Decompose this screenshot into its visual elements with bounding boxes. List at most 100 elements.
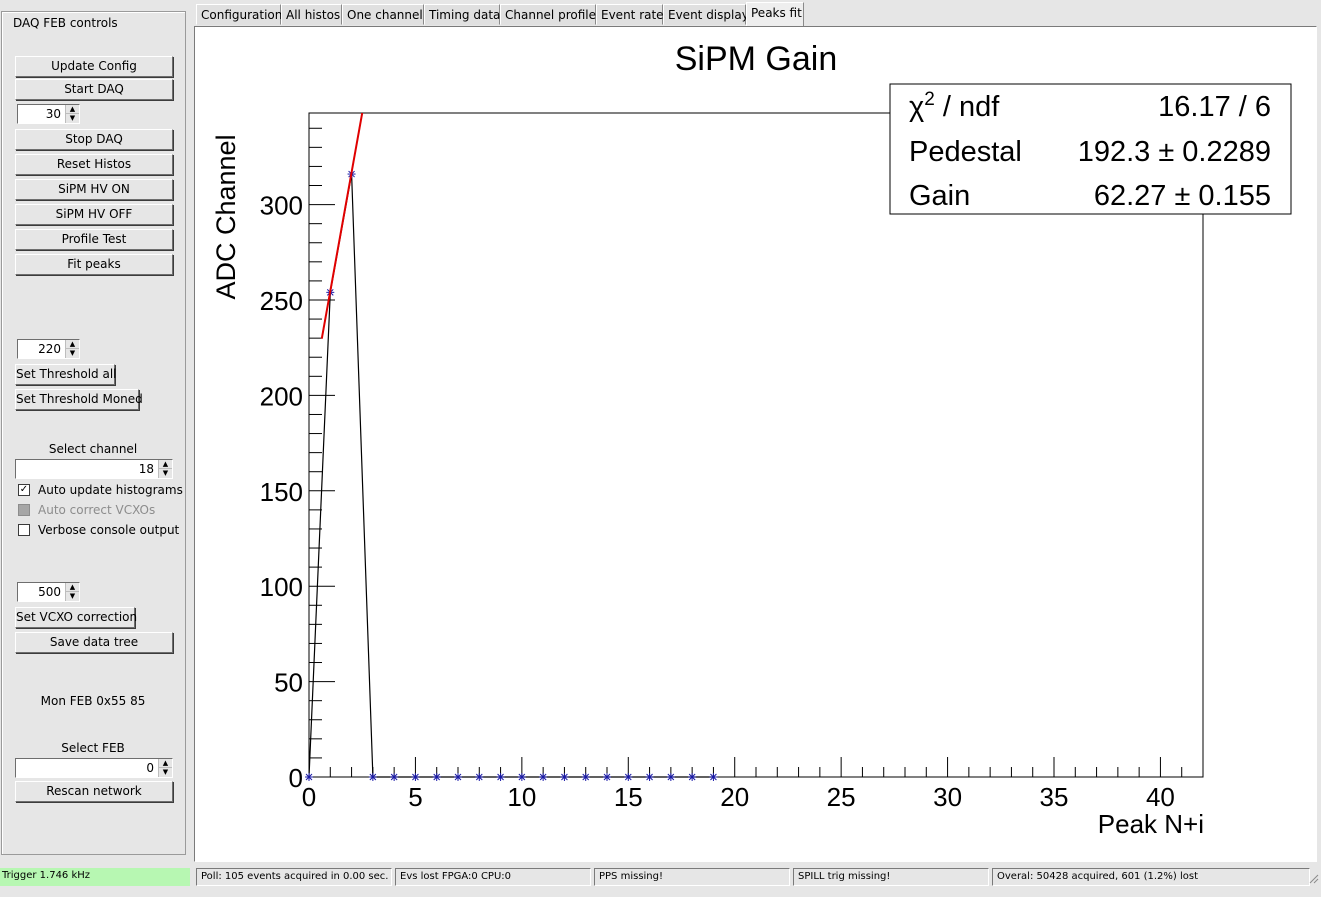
- plot-canvas-frame: SiPM Gain ADC Channel Peak N+i 0 50 100 150…: [194, 26, 1317, 862]
- stats-row-chi2-value: 16.17 / 6: [1158, 91, 1271, 123]
- data-point-marker: [411, 773, 420, 781]
- chart-title: SiPM Gain: [675, 40, 838, 78]
- set-threshold-all-button[interactable]: Set Threshold all: [15, 364, 117, 385]
- data-point-marker: [432, 773, 441, 781]
- verbose-console-output-checkbox[interactable]: Verbose console output: [18, 522, 179, 538]
- x-tick-label: 10: [507, 782, 536, 812]
- panel-title: DAQ FEB controls: [11, 16, 120, 30]
- tab-all-histos[interactable]: All histos: [281, 4, 342, 25]
- spin-down-icon[interactable]: ▼: [69, 592, 76, 600]
- status-spill: SPILL trig missing!: [793, 868, 989, 886]
- marker-stroke: [497, 773, 504, 781]
- data-series: [305, 112, 718, 781]
- spin-down-icon[interactable]: ▼: [69, 114, 76, 122]
- auto-update-histograms-checkbox[interactable]: ✓ Auto update histograms: [18, 482, 183, 498]
- spin-up-icon[interactable]: ▲: [66, 340, 79, 349]
- data-point-marker: [581, 773, 590, 781]
- select-feb-spinbox[interactable]: 0 ▲ ▼: [15, 758, 173, 778]
- threshold-value: 220: [38, 342, 61, 356]
- daq-feb-controls-panel: DAQ FEB controls: [1, 11, 186, 855]
- select-channel-spinbox[interactable]: 18 ▲ ▼: [15, 459, 173, 479]
- sipm-hv-off-button[interactable]: SiPM HV OFF: [15, 204, 173, 225]
- fit-line: [320, 112, 364, 339]
- data-point-marker: [539, 773, 548, 781]
- spin-arrows: ▲ ▼: [65, 105, 79, 123]
- rescan-network-button[interactable]: Rescan network: [15, 781, 173, 802]
- checkbox-box[interactable]: [18, 524, 30, 536]
- marker-stroke: [390, 773, 398, 781]
- tab-peaks-fit[interactable]: Peaks fit: [746, 2, 804, 27]
- tab-event-rate[interactable]: Event rate: [596, 4, 664, 25]
- data-point-marker: [560, 773, 569, 781]
- tab-configuration[interactable]: Configuration: [196, 4, 282, 25]
- tab-one-channel[interactable]: One channel: [342, 4, 424, 25]
- checkbox-label: Verbose console output: [38, 523, 180, 537]
- data-point-marker: [709, 773, 718, 781]
- marker-stroke: [475, 773, 483, 781]
- spin-down-icon[interactable]: ▼: [69, 349, 76, 357]
- profile-test-button[interactable]: Profile Test: [15, 229, 173, 250]
- data-point-marker: [603, 773, 611, 781]
- select-channel-label: Select channel: [48, 442, 138, 456]
- stats-row-gain-label: Gain: [909, 180, 970, 212]
- tab-channel-profile[interactable]: Channel profile: [500, 4, 596, 25]
- checkmark-icon[interactable]: ✓: [18, 484, 30, 496]
- y-axis-label: ADC Channel: [211, 134, 241, 299]
- daq-time-spinbox[interactable]: 30 ▲ ▼: [17, 104, 80, 124]
- marker-stroke: [603, 773, 611, 781]
- start-daq-button[interactable]: Start DAQ: [15, 79, 173, 100]
- spin-up-icon[interactable]: ▲: [66, 105, 79, 114]
- fit-stats-box: χ2 / ndf 16.17 / 6 Pedestal 192.3 ± 0.22…: [889, 83, 1292, 215]
- save-data-tree-button[interactable]: Save data tree: [15, 632, 173, 653]
- data-point-marker: [496, 773, 505, 781]
- spin-up-icon[interactable]: ▲: [159, 460, 172, 469]
- sipm-gain-chart[interactable]: SiPM Gain ADC Channel Peak N+i 050100150…: [195, 27, 1316, 861]
- spin-arrows: ▲ ▼: [158, 759, 172, 777]
- y-tick-label: 250: [260, 286, 303, 316]
- auto-correct-vcxos-checkbox: Auto correct VCXOs: [18, 502, 155, 518]
- spin-down-icon[interactable]: ▼: [162, 768, 169, 776]
- checkbox-label: Auto update histograms: [38, 483, 183, 497]
- x-tick-label: 40: [1146, 782, 1175, 812]
- y-tick-label: 50: [274, 668, 303, 698]
- select-feb-value: 0: [146, 761, 154, 775]
- resize-grip-icon[interactable]: [1309, 874, 1319, 884]
- data-point-marker: [368, 773, 377, 781]
- data-point-marker: [454, 773, 462, 781]
- data-point-marker: [390, 773, 399, 781]
- spin-arrows: ▲ ▼: [65, 340, 79, 358]
- spin-down-icon[interactable]: ▼: [162, 469, 169, 477]
- y-axis: 0 50 100 150 200 250 300: [260, 127, 335, 793]
- fit-peaks-button[interactable]: Fit peaks: [15, 254, 173, 275]
- daq-time-value: 30: [45, 107, 61, 121]
- sipm-hv-on-button[interactable]: SiPM HV ON: [15, 179, 173, 200]
- marker-stroke: [582, 773, 590, 781]
- spin-arrows: ▲ ▼: [158, 460, 172, 478]
- x-axis-label: Peak N+i: [1098, 809, 1204, 839]
- status-trigger-rate: Trigger 1.746 kHz: [0, 868, 190, 886]
- y-tick-label: 0: [289, 763, 303, 793]
- marker-stroke: [305, 773, 313, 781]
- threshold-spinbox[interactable]: 220 ▲ ▼: [17, 339, 80, 359]
- marker-stroke: [454, 773, 462, 781]
- tab-timing-data[interactable]: Timing data: [424, 4, 500, 25]
- spin-arrows: ▲ ▼: [65, 583, 79, 601]
- status-pps: PPS missing!: [594, 868, 790, 886]
- reset-histos-button[interactable]: Reset Histos: [15, 154, 173, 175]
- update-config-button[interactable]: Update Config: [15, 56, 173, 77]
- stop-daq-button[interactable]: Stop DAQ: [15, 129, 173, 150]
- stats-row-gain-value: 62.27 ± 0.155: [1094, 180, 1271, 212]
- spin-up-icon[interactable]: ▲: [159, 759, 172, 768]
- y-tick-label: 150: [260, 477, 303, 507]
- set-threshold-moned-button[interactable]: Set Threshold Moned: [15, 389, 143, 410]
- spin-up-icon[interactable]: ▲: [66, 583, 79, 592]
- set-vcxo-correction-button[interactable]: Set VCXO correction: [15, 607, 137, 628]
- marker-stroke: [561, 773, 568, 781]
- data-point-marker: [624, 773, 633, 781]
- data-point-marker: [645, 773, 654, 781]
- vcxo-spinbox[interactable]: 500 ▲ ▼: [17, 582, 80, 602]
- tab-event-display[interactable]: Event display: [663, 4, 749, 25]
- x-tick-label: 20: [720, 782, 749, 812]
- stats-row-pedestal-label: Pedestal: [909, 136, 1022, 168]
- checkbox-label: Auto correct VCXOs: [38, 503, 156, 517]
